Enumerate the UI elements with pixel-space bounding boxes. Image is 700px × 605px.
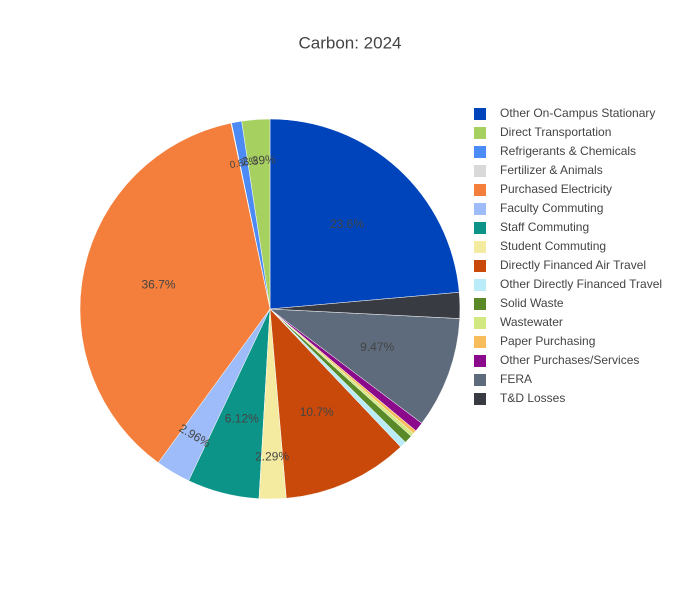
chart-title: Carbon: 2024 xyxy=(298,33,401,52)
legend-swatch xyxy=(474,241,486,253)
pie-slice xyxy=(79,122,271,464)
legend-swatch xyxy=(474,260,486,272)
legend-swatch xyxy=(474,127,486,139)
legend-label: Paper Purchasing xyxy=(500,334,595,348)
slice-label: 2.29% xyxy=(255,449,290,463)
legend-swatch xyxy=(474,317,486,329)
legend-swatch xyxy=(474,393,486,405)
legend-label: Other On-Campus Stationary xyxy=(500,106,655,120)
legend-swatch xyxy=(474,222,486,234)
legend-swatch xyxy=(474,146,486,158)
legend-label: Faculty Commuting xyxy=(500,201,603,215)
slice-label: 2.39% xyxy=(241,152,276,169)
legend-label: Other Directly Financed Travel xyxy=(500,277,662,291)
legend-label: Staff Commuting xyxy=(500,220,589,234)
legend-label: Fertilizer & Animals xyxy=(500,163,603,177)
legend-swatch xyxy=(474,374,486,386)
slice-label: 36.7% xyxy=(142,277,176,291)
legend-label: Direct Transportation xyxy=(500,125,611,139)
legend-label: Wastewater xyxy=(500,315,563,329)
legend-label: Purchased Electricity xyxy=(500,182,612,196)
legend-swatch xyxy=(474,184,486,196)
slice-label: 10.7% xyxy=(300,405,334,419)
legend-swatch xyxy=(474,108,486,120)
legend-swatch xyxy=(474,355,486,367)
pie-slice xyxy=(269,308,402,499)
legend-swatch xyxy=(474,336,486,348)
legend-swatch xyxy=(474,298,486,310)
legend-label: Solid Waste xyxy=(500,296,564,310)
slice-label: 9.47% xyxy=(360,340,394,354)
pie-slice xyxy=(269,308,461,424)
pie-slice xyxy=(269,292,461,319)
legend-label: Other Purchases/Services xyxy=(500,353,639,367)
legend-label: Directly Financed Air Travel xyxy=(500,258,646,272)
slice-label: 23.6% xyxy=(330,217,364,231)
legend-label: Refrigerants & Chemicals xyxy=(500,144,636,158)
pie-slice xyxy=(269,118,460,310)
legend-label: T&D Losses xyxy=(500,391,565,405)
legend-swatch xyxy=(474,165,486,177)
legend-swatch xyxy=(474,279,486,291)
slice-label: 0.86% xyxy=(229,155,259,171)
legend-label: FERA xyxy=(500,372,532,386)
legend-label: Student Commuting xyxy=(500,239,606,253)
slice-label: 6.12% xyxy=(225,412,259,426)
legend-swatch xyxy=(474,203,486,215)
